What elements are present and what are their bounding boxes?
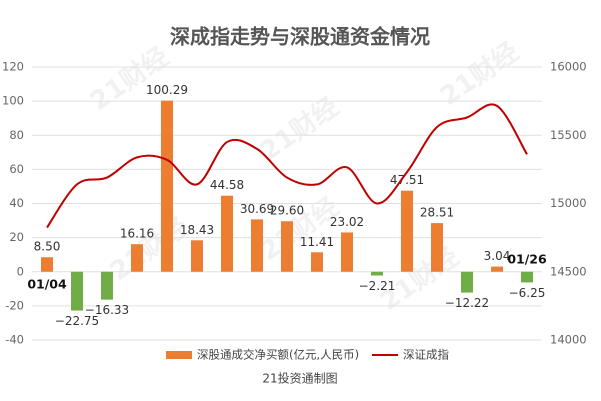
data-label: 23.02	[330, 215, 364, 229]
data-label: 11.41	[300, 235, 334, 249]
data-label: 18.43	[180, 223, 214, 237]
y-tick-label: -40	[5, 333, 24, 347]
data-label: 47.51	[390, 173, 424, 187]
y-tick-label: 40	[9, 196, 24, 210]
watermark: 21财经	[254, 91, 344, 167]
bar	[371, 271, 383, 276]
bar	[521, 271, 533, 283]
data-label: 44.58	[210, 178, 244, 192]
data-label: −2.21	[359, 279, 396, 293]
bar	[281, 221, 293, 272]
legend-label: 深股通成交净买额(亿元,人民币)	[197, 348, 359, 362]
bar	[161, 100, 173, 272]
y2-tick-label: 15500	[550, 128, 587, 142]
data-label: 3.04	[484, 249, 511, 263]
bar	[431, 223, 443, 272]
bar	[41, 257, 53, 272]
data-label: −6.25	[509, 286, 546, 300]
data-label: 16.16	[120, 227, 154, 241]
bar	[131, 244, 143, 272]
bar	[191, 240, 203, 272]
data-label: 100.29	[146, 83, 188, 97]
y-tick-label: -20	[5, 298, 24, 312]
y-tick-label: 60	[9, 162, 24, 176]
bar	[221, 195, 233, 272]
x-tick-label: 01/04	[27, 276, 67, 291]
bar	[461, 271, 473, 293]
bar	[491, 266, 503, 272]
x-tick-label: 01/26	[507, 251, 547, 266]
chart-title: 深成指走势与深股通资金情况	[170, 25, 430, 49]
bar	[311, 252, 323, 272]
source: 21投资通制图	[262, 371, 337, 386]
bar	[101, 271, 113, 300]
data-label: 29.60	[270, 204, 304, 218]
bar	[341, 232, 353, 272]
bar	[401, 190, 413, 272]
bar	[251, 219, 263, 272]
watermark: 21财经	[84, 41, 174, 117]
y2-tick-label: 16000	[550, 60, 587, 74]
y-tick-label: 20	[9, 230, 24, 244]
data-label: 30.69	[240, 202, 274, 216]
line	[46, 103, 528, 229]
data-label: −12.22	[445, 296, 489, 310]
y2-tick-label: 15000	[550, 196, 587, 210]
data-label: 8.50	[34, 240, 61, 254]
y-tick-label: 120	[2, 60, 24, 74]
data-label: −22.75	[55, 314, 99, 328]
y2-tick-label: 14500	[550, 264, 587, 278]
data-label: 28.51	[420, 206, 454, 220]
y2-tick-label: 14000	[550, 333, 587, 347]
bar	[71, 271, 83, 311]
y-tick-label: 100	[2, 94, 24, 108]
y-tick-label: 0	[17, 264, 24, 278]
data-label: −16.33	[85, 303, 129, 317]
legend-label: 深证成指	[403, 348, 449, 362]
legend-swatch	[166, 351, 192, 359]
y-tick-label: 80	[9, 128, 24, 142]
